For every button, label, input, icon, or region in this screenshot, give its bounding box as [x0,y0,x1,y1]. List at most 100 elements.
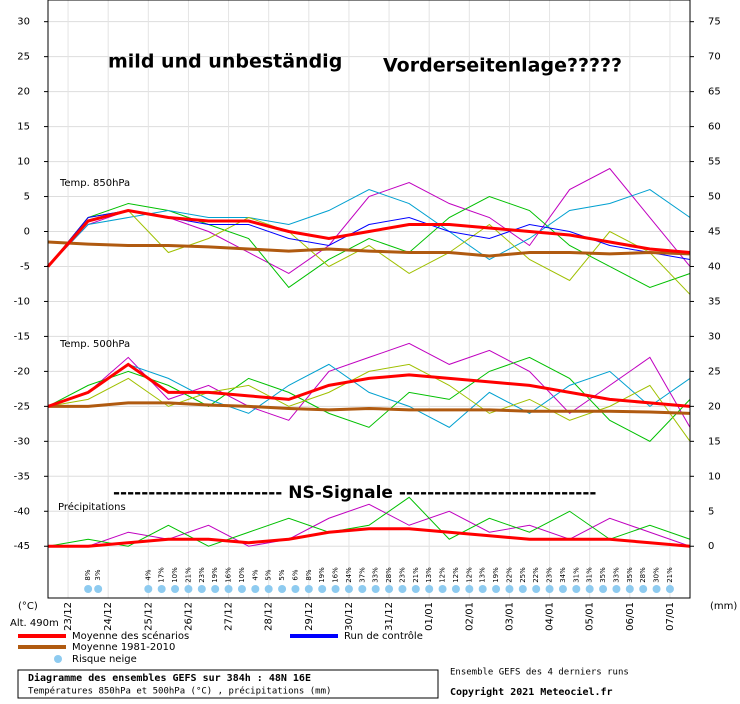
x-tick-label: 31/12 [384,602,395,631]
y-tick-label: 20 [17,87,30,98]
x-tick-label: 30/12 [344,602,355,631]
y2-tick-label: 0 [708,541,714,552]
y-tick-label: 15 [17,122,30,133]
panel-label: Temp. 500hPa [59,339,130,350]
y2-tick-label: 20 [708,401,721,412]
y-tick-label: -30 [14,436,30,447]
snow-risk-label: 3% [94,569,102,580]
y2-tick-label: 15 [708,436,721,447]
snow-risk-label: 24% [345,567,353,583]
series-line [47,240,691,258]
snow-risk-label: 13% [479,567,487,583]
snow-risk-label: 5% [278,569,286,580]
legend-label: Moyenne des scénarios [72,630,189,642]
snow-risk-label: 35% [626,567,634,583]
x-tick-label: 05/01 [585,602,596,631]
snow-risk-icon [171,585,180,593]
x-tick-label: 26/12 [183,602,194,631]
snow-risk-label: 28% [385,567,393,583]
series-line [47,342,691,428]
snow-risk-label: 5% [265,569,273,580]
snow-risk-icon [505,585,514,593]
legend-label: Run de contrôle [344,630,423,642]
series-line [47,356,691,442]
x-tick-label: 01/01 [424,602,435,631]
y-tick-label: -45 [14,541,30,552]
y-tick-label: -40 [14,506,30,517]
footer-subtitle: Températures 850hPa et 500hPa (°C) , pré… [28,686,331,697]
snow-risk-icon [304,585,313,593]
legend-label: Moyenne 1981-2010 [72,642,175,653]
snow-risk-icon [478,585,487,593]
snow-risk-label: 8% [305,569,313,580]
plot-area [46,0,691,598]
snow-risk-label: 35% [599,567,607,583]
y2-tick-label: 40 [708,261,721,272]
y2-tick-label: 70 [708,52,721,63]
x-tick-label: 27/12 [224,602,235,631]
panel-label: Temp. 850hPa [59,178,130,189]
y2-axis-label: (mm) [710,601,737,612]
snow-risk-icon [291,585,300,593]
snow-risk-icon [144,585,153,593]
snow-risk-label: 19% [318,567,326,583]
snow-risk-icon [652,585,661,593]
snow-risk-icon [492,585,501,593]
snow-risk-label: 10% [238,567,246,583]
y-tick-label: -10 [14,296,30,307]
snow-risk-icon [251,585,260,593]
footer-box [17,669,439,699]
series-line [46,208,691,268]
series-line [48,401,691,415]
footer-note: Ensemble GEFS des 4 derniers runs [450,668,629,678]
snow-risk-icon [184,585,193,593]
snow-risk-label: 12% [439,567,447,583]
snow-risk-label: 12% [465,567,473,583]
series-line [47,209,691,295]
x-tick-label: 25/12 [143,602,154,631]
snow-risk-icon [612,585,621,593]
snow-risk-icon [639,585,648,593]
snow-risk-icon [211,585,220,593]
snow-risk-icon [318,585,327,593]
snow-risk-label: 16% [332,567,340,583]
snow-risk-label: 6% [291,569,299,580]
snow-risk-label: 21% [412,567,420,583]
x-tick-label: 28/12 [264,602,275,631]
snow-risk-icon [157,585,166,593]
snow-risk-icon [451,585,460,593]
snow-risk-label: 34% [559,567,567,583]
x-tick-label: 07/01 [665,602,676,631]
y2-tick-label: 75 [708,17,721,28]
y-tick-label: -5 [20,261,30,272]
snow-risk-label: 31% [586,567,594,583]
y2-tick-label: 60 [708,122,721,133]
snow-risk-icon [518,585,527,593]
snow-risk-label: 13% [425,567,433,583]
altitude: Alt. 490m [10,618,59,629]
snow-risk-label: 10% [171,567,179,583]
y-tick-label: 5 [24,192,30,203]
y-tick-label: -35 [14,471,30,482]
y2-tick-label: 65 [708,87,721,98]
y2-tick-label: 25 [708,366,721,377]
y2-tick-label: 50 [708,192,721,203]
snow-risk-icon [358,585,367,593]
y2-tick-label: 30 [708,331,721,342]
snow-risk-label: 16% [225,567,233,583]
snow-risk-label: 37% [358,567,366,583]
snow-risk-label: 8% [84,569,92,580]
snow-risk-label: 12% [452,567,460,583]
snow-risk-icon [197,585,206,593]
y2-tick-label: 10 [708,471,721,482]
x-tick-label: 02/01 [464,602,475,631]
snow-risk-label: 31% [572,567,580,583]
snow-risk-icon [94,585,103,593]
snow-risk-icon [398,585,407,593]
footer-title: Diagramme des ensembles GEFS sur 384h : … [28,672,311,684]
x-tick-label: 24/12 [103,602,114,631]
copyright: Copyright 2021 Meteociel.fr [450,686,613,698]
snow-risk-icon [665,585,674,593]
x-tick-label: 03/01 [504,602,515,631]
